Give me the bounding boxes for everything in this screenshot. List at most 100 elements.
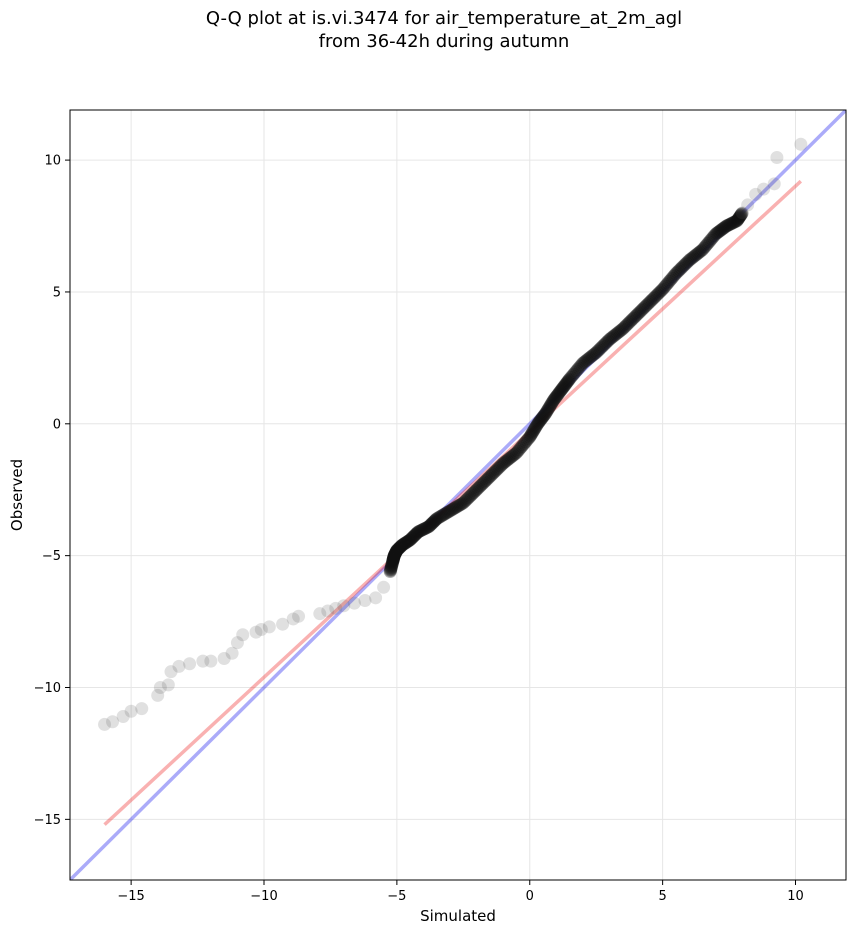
quantile-point — [395, 539, 409, 553]
identity-line — [70, 110, 846, 880]
quantile-point — [715, 222, 729, 236]
quantile-point — [384, 562, 398, 576]
quantile-point — [503, 451, 517, 465]
quantile-point — [620, 318, 634, 332]
quantile-point — [609, 327, 623, 341]
x-tick-label: −15 — [117, 889, 144, 904]
quantile-point — [509, 446, 523, 460]
y-tick-label: 5 — [53, 285, 61, 300]
quantile-point — [548, 391, 562, 405]
quantile-point — [398, 536, 412, 550]
quantile-point — [413, 524, 427, 538]
quantile-point — [98, 717, 112, 731]
quantile-point — [658, 279, 672, 293]
quantile-point — [387, 549, 401, 563]
x-tick-label: 0 — [526, 889, 534, 904]
quantile-point — [653, 285, 667, 299]
quantile-point — [390, 543, 404, 557]
quantile-point — [391, 542, 405, 556]
fit-line — [103, 179, 803, 826]
quantile-point — [430, 512, 444, 526]
quantile-point — [471, 481, 485, 495]
quantile-point — [553, 385, 567, 399]
quantile-point — [662, 274, 676, 288]
quantile-point — [565, 369, 579, 383]
quantile-point — [561, 374, 575, 388]
quantile-point — [401, 534, 415, 548]
quantile-point — [528, 422, 542, 436]
quantile-point — [735, 206, 749, 220]
quantile-point — [402, 534, 416, 548]
quantile-point — [422, 520, 436, 534]
quantile-point — [636, 302, 650, 316]
quantile-point — [618, 319, 632, 333]
quantile-point — [626, 311, 640, 325]
quantile-point — [523, 430, 537, 444]
quantile-point — [467, 485, 481, 499]
quantile-point — [410, 527, 424, 540]
quantile-point — [699, 238, 713, 252]
quantile-point — [478, 475, 492, 489]
quantile-point — [387, 548, 401, 562]
quantile-point — [547, 393, 561, 407]
y-tick-label: −10 — [34, 681, 61, 696]
quantile-point — [426, 516, 440, 530]
x-tick-label: 10 — [787, 889, 804, 904]
quantile-point — [551, 388, 565, 402]
quantile-point — [632, 306, 646, 320]
quantile-point — [555, 381, 569, 395]
quantile-point — [377, 580, 391, 594]
quantile-point — [583, 351, 597, 365]
quantile-point — [622, 315, 636, 329]
quantile-point — [421, 520, 435, 534]
quantile-point — [447, 501, 461, 515]
quantile-point — [600, 335, 614, 349]
quantile-point — [732, 211, 746, 225]
quantile-point — [490, 463, 504, 477]
quantile-point — [735, 207, 749, 221]
quantile-point — [504, 450, 518, 464]
quantile-point — [387, 551, 401, 565]
quantile-point — [358, 593, 372, 607]
quantile-point — [713, 224, 727, 238]
quantile-point — [408, 528, 422, 542]
quantile-point — [703, 233, 717, 247]
quantile-point — [707, 229, 721, 243]
quantile-point — [640, 298, 654, 312]
quantile-point — [741, 198, 755, 212]
quantile-point — [649, 289, 663, 303]
quantile-point — [436, 508, 450, 522]
quantile-point — [151, 688, 165, 702]
quantile-point — [577, 355, 591, 369]
quantile-point — [399, 535, 413, 549]
quantile-point — [608, 328, 622, 342]
quantile-point — [664, 273, 678, 287]
quantile-point — [685, 251, 699, 265]
quantile-point — [556, 380, 570, 394]
quantile-point — [568, 366, 582, 380]
quantile-point — [730, 214, 744, 228]
quantile-point — [705, 232, 719, 246]
quantile-point — [513, 441, 527, 455]
quantile-point — [678, 257, 692, 271]
quantile-point — [507, 448, 521, 462]
quantile-point — [468, 484, 482, 498]
quantile-point — [694, 244, 708, 258]
quantile-point — [549, 390, 563, 404]
quantile-point — [673, 263, 687, 277]
quantile-point — [217, 651, 231, 665]
quantile-point — [601, 334, 615, 348]
quantile-point — [412, 524, 426, 538]
quantile-point — [527, 423, 541, 437]
x-axis-label: Simulated — [420, 907, 496, 925]
quantile-point — [475, 477, 489, 491]
quantile-point — [519, 435, 533, 449]
quantile-point — [386, 554, 400, 568]
quantile-point — [479, 474, 493, 487]
quantile-point — [423, 518, 437, 532]
quantile-point — [536, 409, 550, 423]
quantile-point — [634, 303, 648, 317]
quantile-point — [661, 276, 675, 290]
quantile-point — [552, 386, 566, 400]
